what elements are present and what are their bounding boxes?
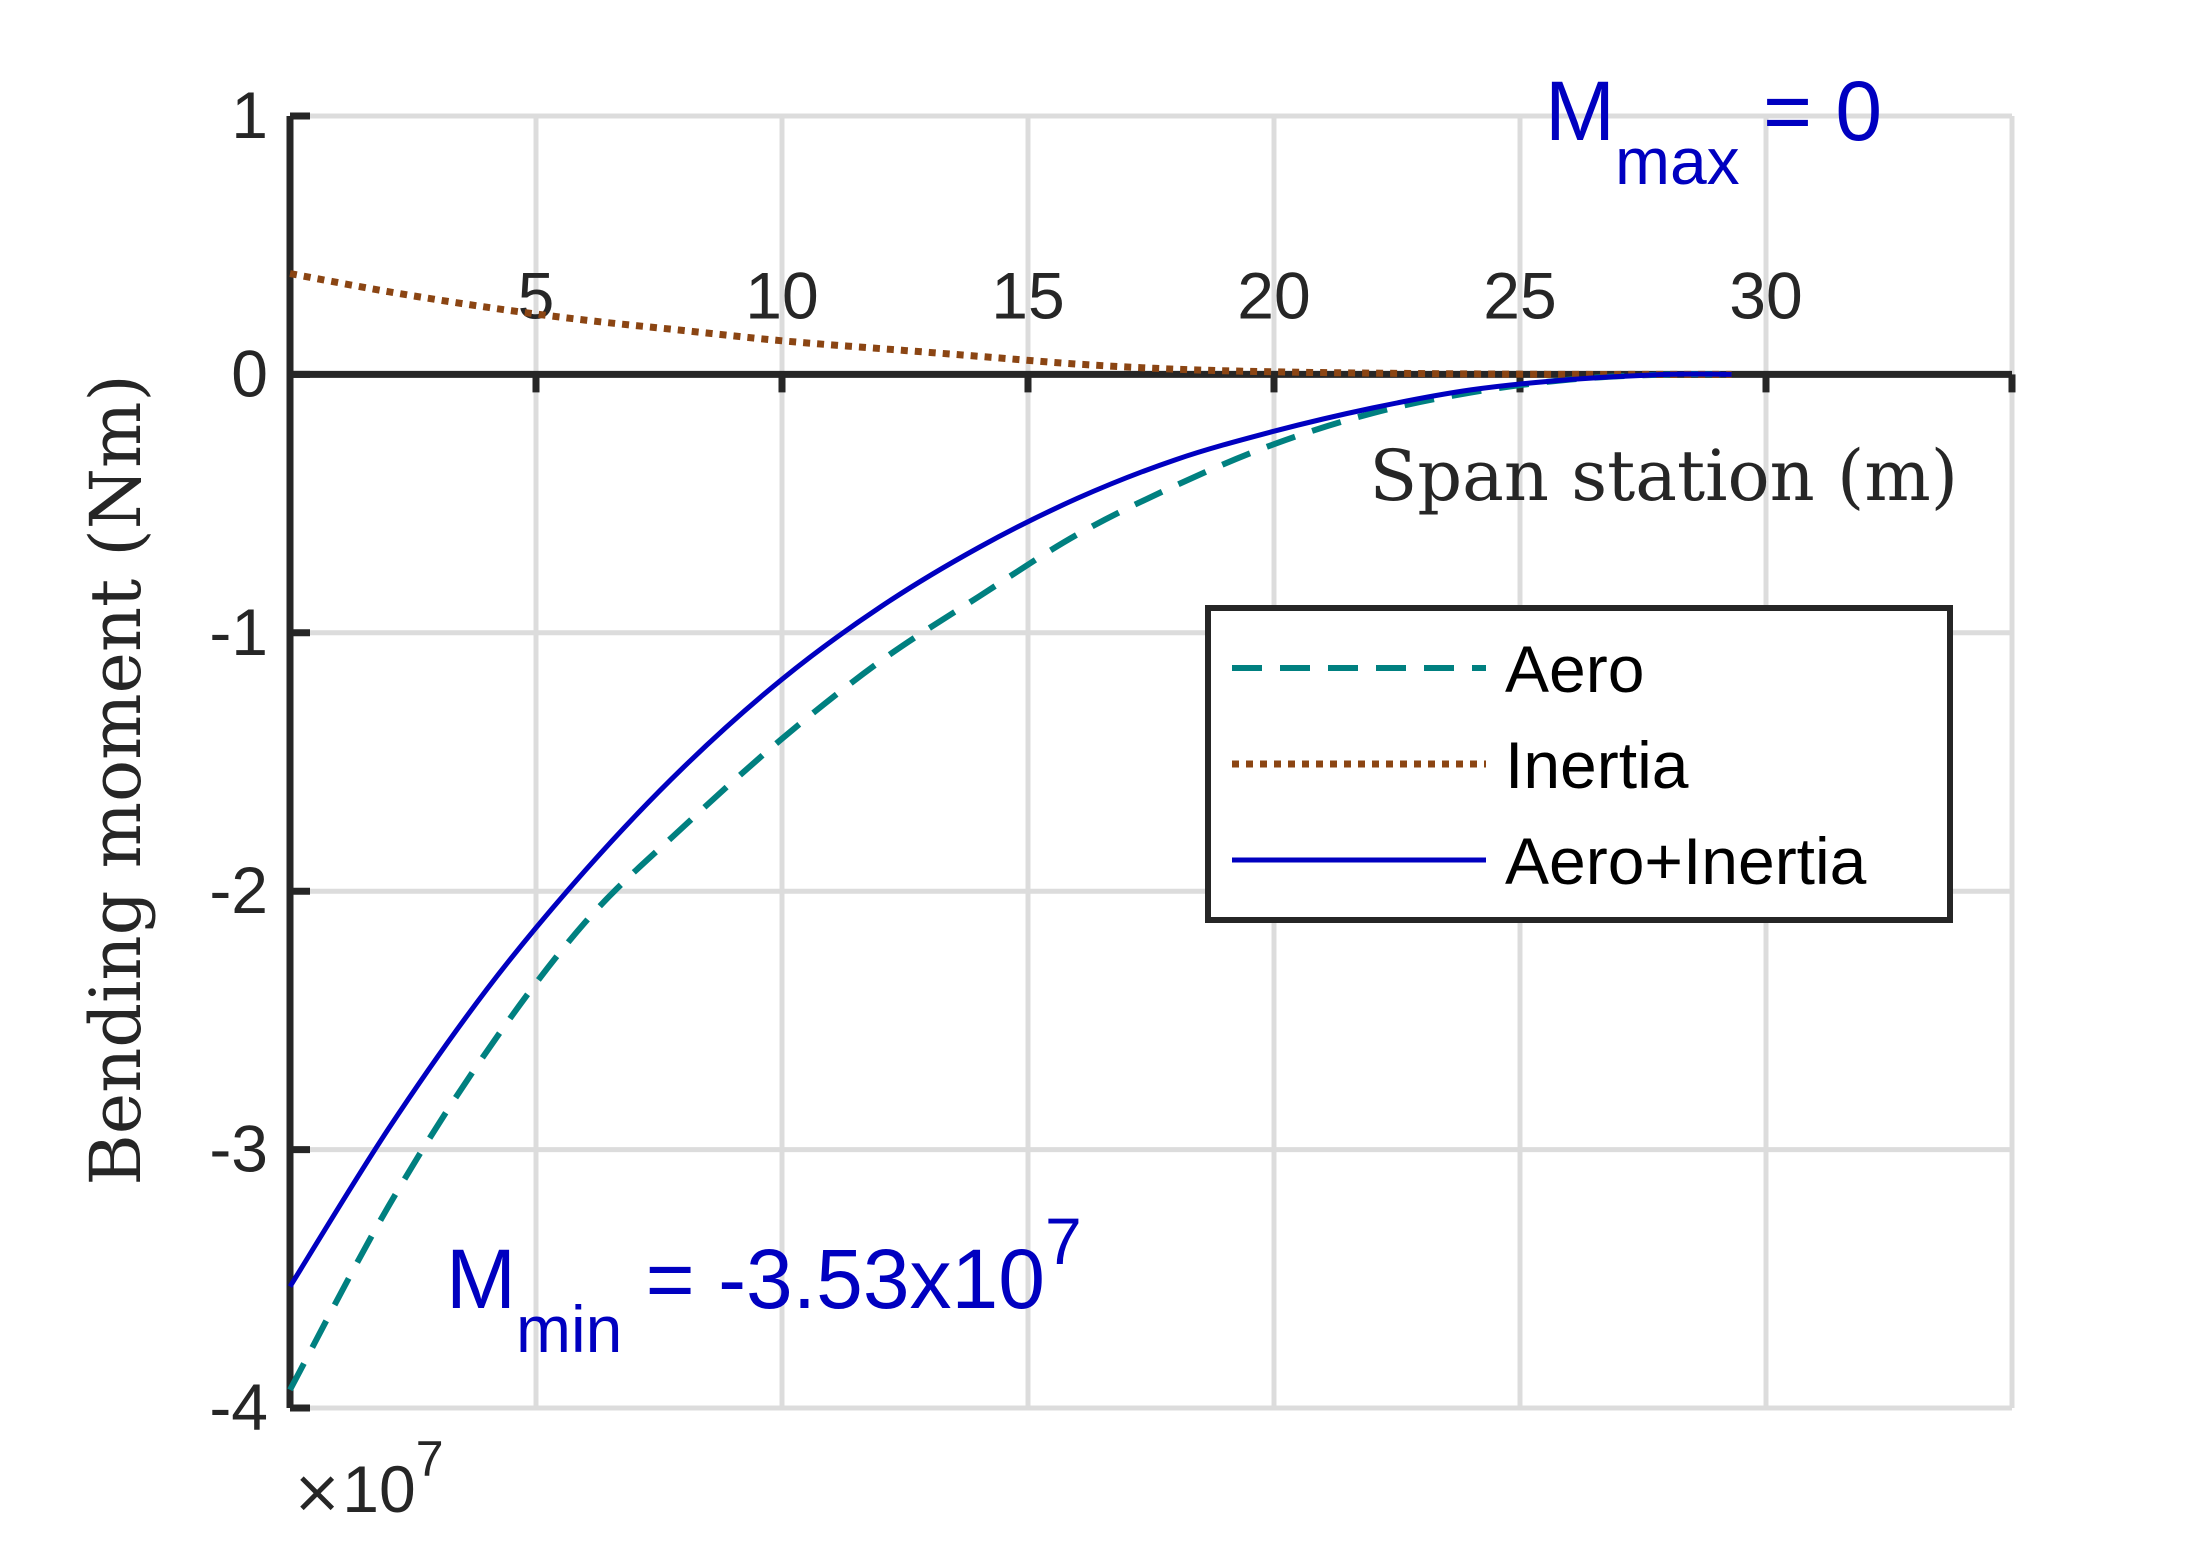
annotation-max-main: M (1545, 64, 1615, 158)
legend-label-aero-inertia: Aero+Inertia (1505, 824, 1867, 898)
annotation-max-tail: = 0 (1740, 64, 1882, 158)
tick-labels: 10-1-2-3-45 10 15 20 25 30 (209, 78, 1802, 1444)
legend: Aero Inertia Aero+Inertia (1205, 605, 1953, 923)
y-tick-label-5: -4 (209, 1370, 268, 1444)
x-tick-label-4: 25 (1483, 258, 1556, 332)
y-axis-label: Bending moment (Nm) (75, 374, 157, 1185)
series-line-inertia (289, 270, 1732, 378)
exp-times-symbol: × (292, 1457, 342, 1527)
series-line-aero (287, 371, 1732, 1392)
y-tick-label-2: -1 (209, 595, 268, 669)
annotation-max: Mmax = 0 (1545, 64, 1882, 198)
x-tick-label-0: 5 (518, 258, 555, 332)
legend-label-inertia: Inertia (1505, 728, 1689, 802)
legend-label-aero: Aero (1505, 632, 1644, 706)
annotation-max-sub: max (1615, 124, 1740, 198)
x-tick-label-3: 20 (1237, 258, 1310, 332)
annotation-min-exponent: 7 (1045, 1204, 1082, 1278)
x-axis-label: Span station (m) (1369, 435, 1958, 517)
y-tick-label-4: -3 (209, 1112, 268, 1186)
annotation-min-sub: min (516, 1292, 622, 1366)
series (287, 270, 1732, 1392)
annotation-min: Mmin = -3.53x107 (446, 1204, 1082, 1366)
x-tick-label-1: 10 (745, 258, 818, 332)
y-tick-label-3: -2 (209, 853, 268, 927)
y-exponent-label: ×107 (292, 1431, 444, 1527)
exp-exponent: 7 (416, 1431, 444, 1487)
exp-base: 10 (342, 1452, 415, 1526)
x-tick-label-2: 15 (991, 258, 1064, 332)
annotation-min-main: M (446, 1232, 516, 1326)
annotation-min-tail: = -3.53x10 (622, 1232, 1045, 1326)
series-line-aero-inertia (287, 371, 1732, 1288)
x-tick-label-5: 30 (1729, 258, 1802, 332)
y-tick-label-0: 1 (231, 78, 268, 152)
y-tick-label-1: 0 (231, 336, 268, 410)
